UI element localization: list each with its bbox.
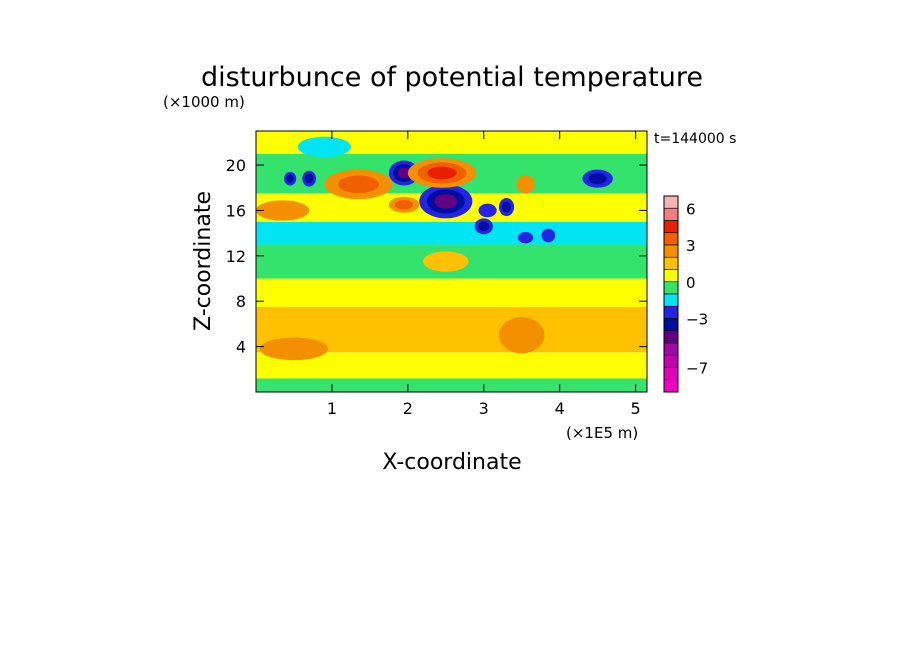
contour-band-8 <box>256 131 647 154</box>
colorbar-swatch-10 <box>663 318 679 332</box>
y-axis-label: Z-coordinate <box>191 191 216 331</box>
colorbar-tick-label: 0 <box>686 274 696 292</box>
colorbar-tick-label: 3 <box>686 237 696 255</box>
x-tick-label: 5 <box>631 399 641 418</box>
contour-feature-9-level-0 <box>517 231 534 244</box>
colorbar-swatch-4 <box>663 244 679 258</box>
contour-feature-16-level-0 <box>498 317 545 354</box>
y-tick-label: 8 <box>236 292 246 311</box>
x-tick-label: 2 <box>403 399 413 418</box>
contour-feature-3-level-1 <box>305 173 314 184</box>
contour-feature-11-level-1 <box>337 175 379 194</box>
colorbar-swatch-5 <box>663 256 679 270</box>
contour-feature-14-level-0 <box>256 200 310 221</box>
contour-feature-4-level-1 <box>286 174 294 183</box>
colorbar-swatch-9 <box>663 305 679 319</box>
colorbar-swatch-1 <box>663 207 679 221</box>
colorbar-frame <box>663 195 679 393</box>
contour-band-3 <box>256 278 647 307</box>
x-tick-label: 4 <box>555 399 565 418</box>
y-tick-label: 20 <box>226 156 246 175</box>
x-axis-label: X-coordinate <box>382 450 521 475</box>
colorbar-tick-label: −7 <box>686 360 708 378</box>
y-tick-label: 16 <box>226 201 246 220</box>
colorbar-tick-label: 6 <box>686 200 696 218</box>
colorbar-swatch-6 <box>663 269 679 283</box>
x-tick-label: 1 <box>327 399 337 418</box>
colorbar-swatch-0 <box>663 195 679 209</box>
chart-title: disturbunce of potential temperature <box>201 62 703 93</box>
contour-band-1 <box>256 352 647 379</box>
contour-feature-13-level-0 <box>516 175 535 194</box>
contour-feature-5-level-1 <box>501 201 512 213</box>
x-axis-ticks: 1 2 3 4 5 <box>327 131 641 418</box>
contour-feature-15-level-0 <box>259 337 329 361</box>
colorbar-swatch-15 <box>663 379 679 393</box>
contour-feature-8-level-0 <box>541 228 556 243</box>
contour-feature-10-level-2 <box>427 166 457 180</box>
contour-band-0 <box>256 378 647 392</box>
colorbar-swatch-13 <box>663 354 679 368</box>
colorbar-swatch-12 <box>663 342 679 356</box>
colorbar-swatch-2 <box>663 220 679 234</box>
colorbar-swatch-7 <box>663 281 679 295</box>
contour-plot-area <box>256 131 647 392</box>
y-unit-label: (×1000 m) <box>163 93 245 111</box>
x-unit-label: (×1E5 m) <box>566 424 638 442</box>
contour-feature-2-level-1 <box>588 173 607 185</box>
colorbar-swatch-8 <box>663 293 679 307</box>
colorbar-swatch-11 <box>663 330 679 344</box>
x-tick-label: 3 <box>479 399 489 418</box>
colorbar-swatch-3 <box>663 232 679 246</box>
colorbar-swatch-14 <box>663 367 679 381</box>
colorbar: 6 3 0 −3 −7 <box>663 195 708 393</box>
contour-band-5 <box>256 221 647 245</box>
y-tick-label: 12 <box>226 247 246 266</box>
contour-feature-1-level-2 <box>397 167 411 179</box>
contour-feature-7-level-1 <box>478 221 490 232</box>
contour-feature-0-level-2 <box>434 194 458 209</box>
contour-feature-6-level-0 <box>478 203 497 218</box>
y-tick-label: 4 <box>236 338 246 357</box>
contour-feature-18-level-0 <box>423 251 469 272</box>
contour-feature-17-level-0 <box>297 136 351 158</box>
y-axis-ticks: 4 8 12 16 20 <box>226 156 647 357</box>
time-label: t=144000 s <box>654 131 736 147</box>
plot-frame <box>255 130 648 393</box>
colorbar-tick-label: −3 <box>686 311 708 329</box>
contour-feature-12-level-1 <box>394 199 414 210</box>
